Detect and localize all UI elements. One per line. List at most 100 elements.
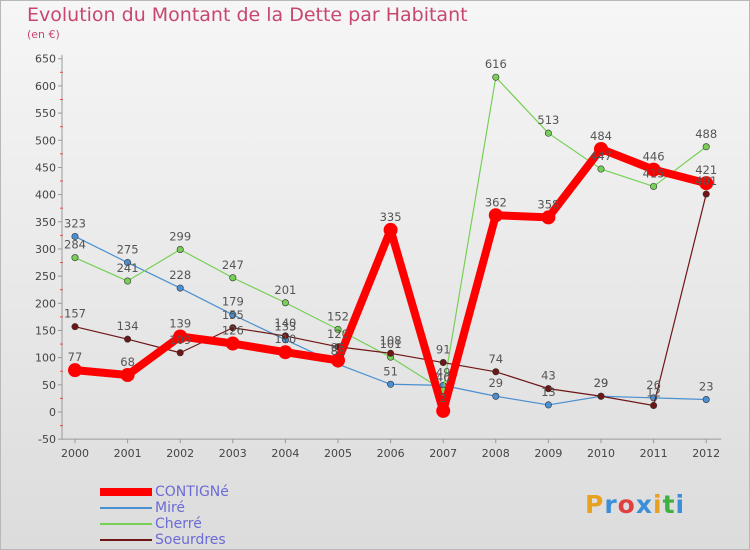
y-tick-label: 300	[35, 243, 56, 256]
y-tick-label: 500	[35, 134, 56, 147]
x-tick-label: 2003	[219, 447, 247, 460]
logo-letter: t	[662, 490, 676, 519]
data-point	[597, 392, 605, 400]
data-point	[387, 349, 395, 357]
data-point	[387, 380, 395, 388]
x-tick-label: 2004	[271, 447, 299, 460]
legend-label: Cherré	[155, 516, 202, 532]
legend-label: Miré	[155, 500, 186, 516]
data-label: 23	[699, 379, 714, 393]
data-point	[229, 274, 237, 282]
data-point	[702, 395, 710, 403]
data-label: 12	[646, 385, 661, 399]
data-label: 275	[117, 243, 139, 257]
data-label: 26	[646, 378, 661, 392]
logo-letter: o	[617, 490, 636, 519]
data-label: 29	[488, 376, 503, 390]
y-tick-label: 100	[35, 352, 56, 365]
data-label: 134	[117, 319, 139, 333]
data-point	[699, 176, 714, 191]
x-tick-label: 2005	[324, 447, 352, 460]
logo-letter: P	[585, 490, 605, 519]
legend-item: Cherré	[100, 516, 360, 532]
data-point	[281, 299, 289, 307]
data-label: 616	[485, 57, 507, 71]
data-label: 95	[331, 340, 346, 354]
data-point	[120, 368, 135, 383]
x-tick-label: 2008	[482, 447, 510, 460]
data-point	[597, 165, 605, 173]
legend-item: Miré	[100, 500, 360, 516]
x-tick-label: 2007	[429, 447, 457, 460]
data-point	[383, 222, 398, 237]
data-label: 484	[590, 129, 612, 143]
legend-swatch	[100, 488, 152, 496]
y-tick-label: 0	[49, 406, 56, 419]
y-tick-label: 400	[35, 189, 56, 202]
data-point	[225, 336, 240, 351]
data-point	[544, 401, 552, 409]
y-tick-label: 200	[35, 297, 56, 310]
data-label: 77	[68, 350, 83, 364]
logo-letter: r	[604, 490, 618, 519]
data-point	[492, 392, 500, 400]
data-label: 126	[222, 324, 244, 338]
y-tick-label: 250	[35, 270, 56, 283]
data-point	[650, 182, 658, 190]
legend-swatch	[100, 539, 152, 541]
data-label: 29	[594, 376, 609, 390]
x-tick-label: 2006	[377, 447, 405, 460]
data-label: 68	[120, 355, 135, 369]
data-label: 241	[117, 261, 139, 275]
data-point	[594, 141, 608, 156]
y-tick-label: -50	[38, 433, 56, 446]
chart-subtitle: (en €)	[27, 28, 60, 41]
data-point	[488, 208, 503, 223]
data-label: 284	[64, 238, 86, 252]
data-label: 108	[380, 333, 402, 347]
data-label: 40	[436, 370, 451, 384]
logo-letter: x	[635, 490, 653, 519]
x-tick-label: 2012	[692, 447, 720, 460]
data-point	[544, 385, 552, 393]
data-point	[68, 363, 82, 378]
y-tick-label: 350	[35, 216, 56, 229]
data-label: 447	[590, 149, 612, 163]
data-label: 49	[436, 365, 451, 379]
data-point	[492, 73, 500, 81]
data-label: 120	[327, 327, 349, 341]
y-tick-label: 450	[35, 161, 56, 174]
data-label: 101	[380, 337, 402, 351]
data-label: 43	[541, 369, 556, 383]
legend-item: Soeurdres	[100, 532, 360, 548]
data-label: 247	[222, 258, 244, 272]
data-point	[229, 324, 237, 332]
logo-letter: i	[675, 490, 686, 519]
data-point	[492, 368, 500, 376]
data-point	[331, 353, 345, 368]
data-point	[71, 254, 79, 262]
data-point	[124, 277, 132, 285]
data-label: 401	[695, 174, 717, 188]
data-label: 415	[643, 166, 665, 180]
data-label: 358	[537, 197, 559, 211]
data-label: 133	[274, 320, 296, 334]
legend-swatch	[100, 523, 152, 525]
legend-label: CONTIGNé	[155, 484, 229, 500]
logo-letter: i	[653, 490, 663, 519]
data-point	[71, 323, 79, 331]
legend-item: CONTIGNé	[100, 484, 360, 500]
data-label: 29	[594, 376, 609, 390]
data-point	[229, 311, 237, 319]
data-label: 110	[274, 332, 296, 346]
data-point	[544, 129, 552, 137]
data-label: 13	[541, 385, 556, 399]
data-point	[334, 325, 342, 333]
data-point	[436, 403, 451, 418]
y-tick-label: 550	[35, 107, 56, 120]
data-label: 91	[436, 343, 451, 357]
y-tick-label: 600	[35, 80, 56, 93]
data-point	[124, 259, 132, 267]
y-tick-label: 50	[42, 379, 56, 392]
